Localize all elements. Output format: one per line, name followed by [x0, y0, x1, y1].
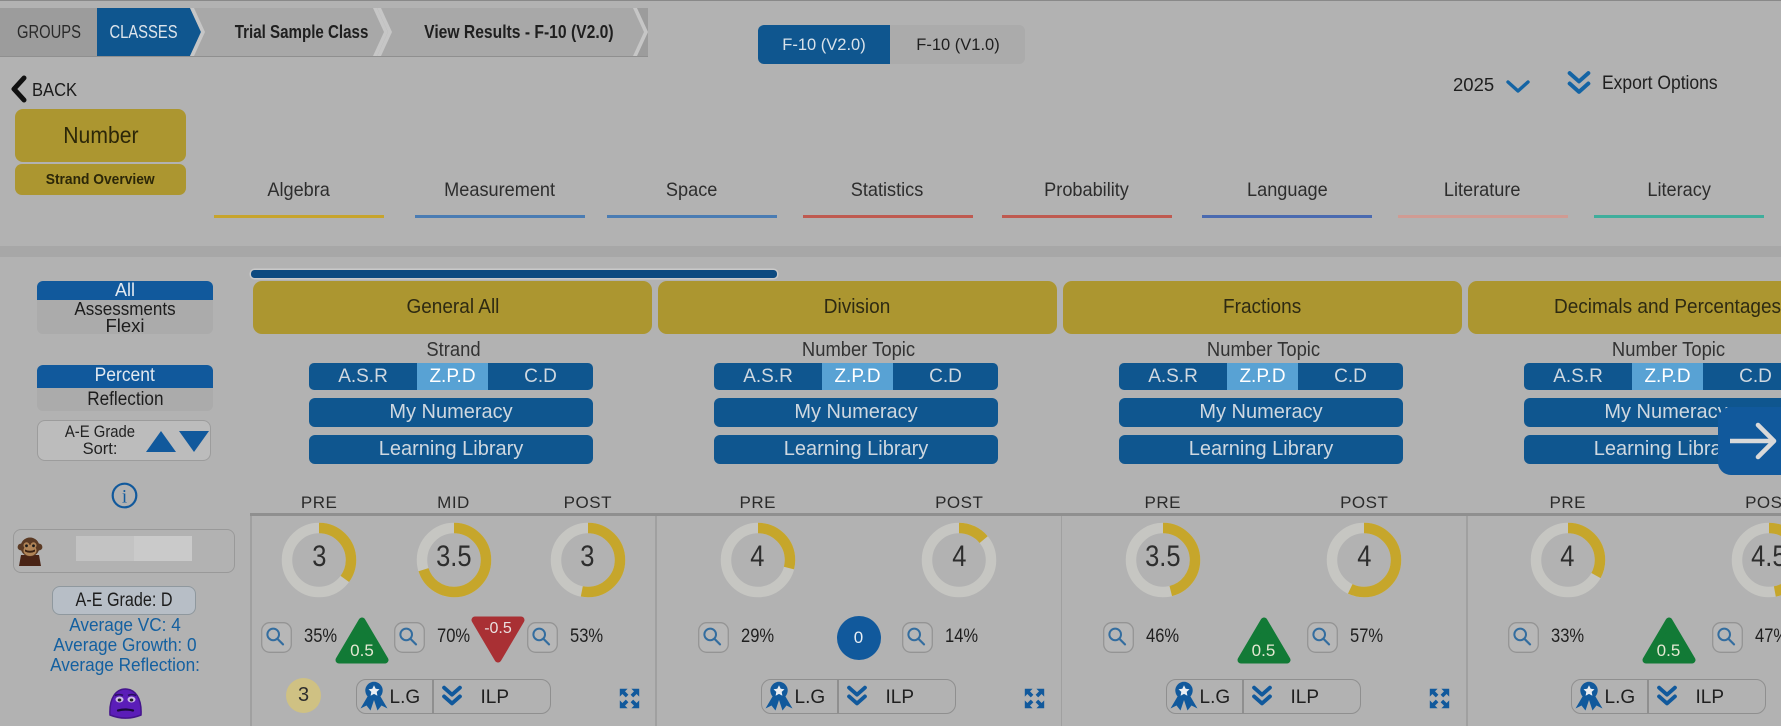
svg-text:i: i [122, 487, 127, 508]
